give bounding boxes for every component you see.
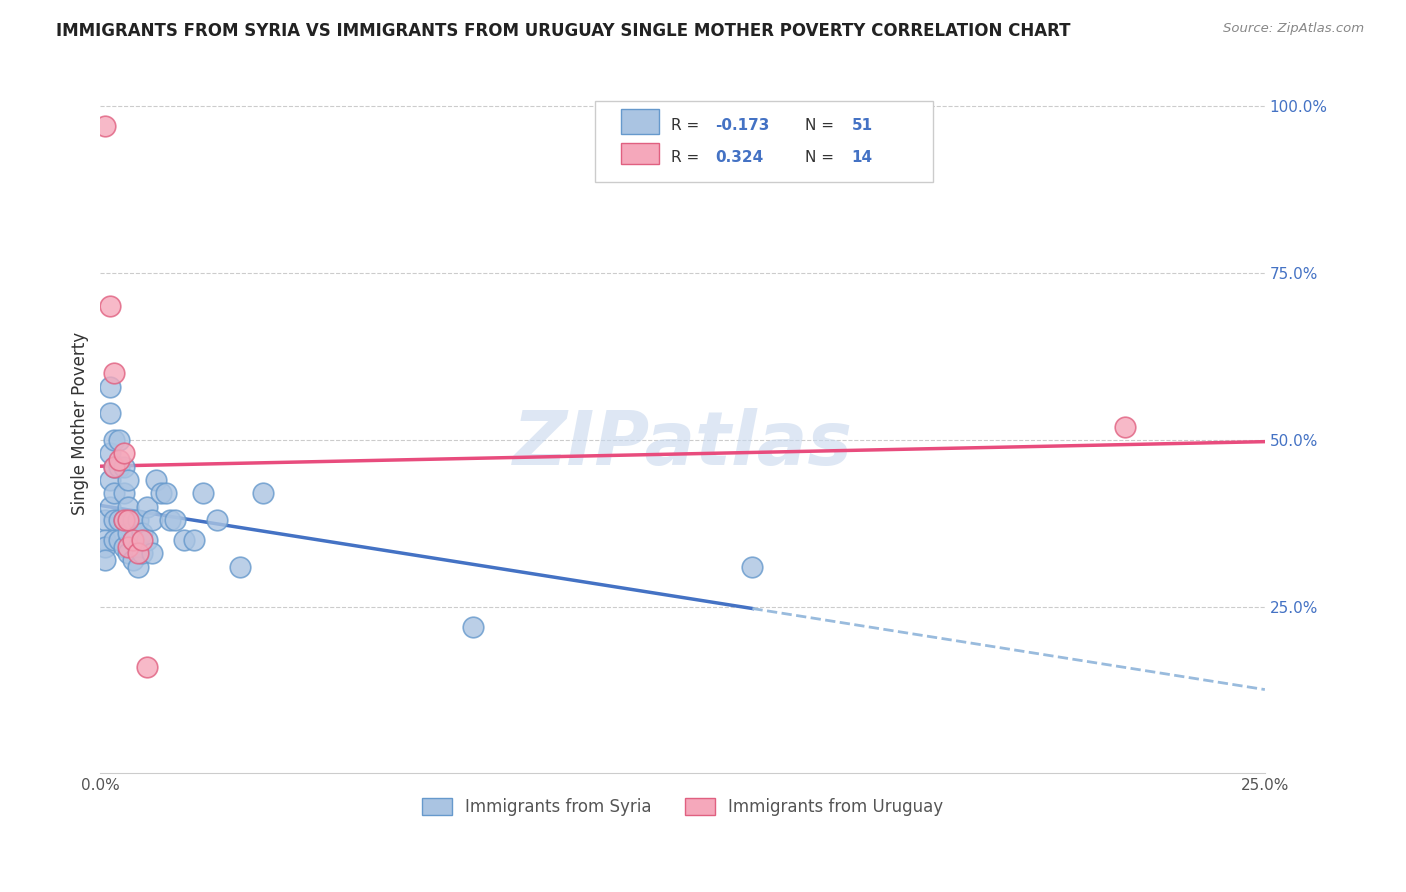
Point <box>1114 419 1136 434</box>
FancyBboxPatch shape <box>621 109 659 134</box>
Point <box>127 540 149 554</box>
Point <box>103 533 125 547</box>
Point <box>163 513 186 527</box>
Point <box>229 559 252 574</box>
Text: -0.173: -0.173 <box>716 118 769 133</box>
Point <box>131 546 153 560</box>
Point <box>98 406 121 420</box>
Point <box>117 546 139 560</box>
FancyBboxPatch shape <box>621 143 659 164</box>
Point <box>98 446 121 460</box>
Point <box>136 500 159 514</box>
Point <box>98 473 121 487</box>
Point <box>173 533 195 547</box>
Text: 14: 14 <box>852 151 873 165</box>
Point <box>108 513 131 527</box>
Legend: Immigrants from Syria, Immigrants from Uruguay: Immigrants from Syria, Immigrants from U… <box>413 789 952 824</box>
Text: N =: N = <box>804 151 839 165</box>
Point <box>741 559 763 574</box>
Point <box>112 513 135 527</box>
Point <box>149 486 172 500</box>
Point <box>183 533 205 547</box>
Point <box>461 620 484 634</box>
Point <box>112 446 135 460</box>
Point <box>141 546 163 560</box>
Point <box>94 540 117 554</box>
Point <box>252 486 274 500</box>
Point <box>94 553 117 567</box>
Point <box>103 459 125 474</box>
Point <box>108 453 131 467</box>
Point <box>117 513 139 527</box>
Point <box>103 366 125 380</box>
Point <box>117 540 139 554</box>
Point <box>136 659 159 673</box>
Point <box>141 513 163 527</box>
Point <box>127 546 149 560</box>
Point <box>117 473 139 487</box>
Point <box>117 500 139 514</box>
Point <box>122 533 145 547</box>
Text: IMMIGRANTS FROM SYRIA VS IMMIGRANTS FROM URUGUAY SINGLE MOTHER POVERTY CORRELATI: IMMIGRANTS FROM SYRIA VS IMMIGRANTS FROM… <box>56 22 1071 40</box>
Point <box>98 379 121 393</box>
Point <box>112 459 135 474</box>
Point <box>112 513 135 527</box>
Point <box>155 486 177 500</box>
Y-axis label: Single Mother Poverty: Single Mother Poverty <box>72 332 89 515</box>
Point <box>98 300 121 314</box>
Point <box>94 120 117 134</box>
Point <box>112 486 135 500</box>
Point <box>122 513 145 527</box>
Point <box>122 553 145 567</box>
FancyBboxPatch shape <box>595 101 934 182</box>
Text: 0.324: 0.324 <box>716 151 763 165</box>
Point <box>127 513 149 527</box>
Point <box>103 459 125 474</box>
Text: ZIPatlas: ZIPatlas <box>513 408 852 481</box>
Point <box>112 540 135 554</box>
Point <box>94 513 117 527</box>
Point <box>191 486 214 500</box>
Text: N =: N = <box>804 118 839 133</box>
Text: 51: 51 <box>852 118 873 133</box>
Point <box>122 533 145 547</box>
Point <box>131 526 153 541</box>
Point <box>98 500 121 514</box>
Point <box>103 486 125 500</box>
Text: R =: R = <box>671 118 704 133</box>
Point <box>108 459 131 474</box>
Point <box>94 533 117 547</box>
Point <box>103 513 125 527</box>
Point <box>205 513 228 527</box>
Text: R =: R = <box>671 151 704 165</box>
Point <box>127 559 149 574</box>
Point <box>145 473 167 487</box>
Point <box>103 433 125 447</box>
Text: Source: ZipAtlas.com: Source: ZipAtlas.com <box>1223 22 1364 36</box>
Point <box>159 513 181 527</box>
Point <box>131 533 153 547</box>
Point <box>108 433 131 447</box>
Point <box>117 526 139 541</box>
Point <box>108 533 131 547</box>
Point <box>136 533 159 547</box>
